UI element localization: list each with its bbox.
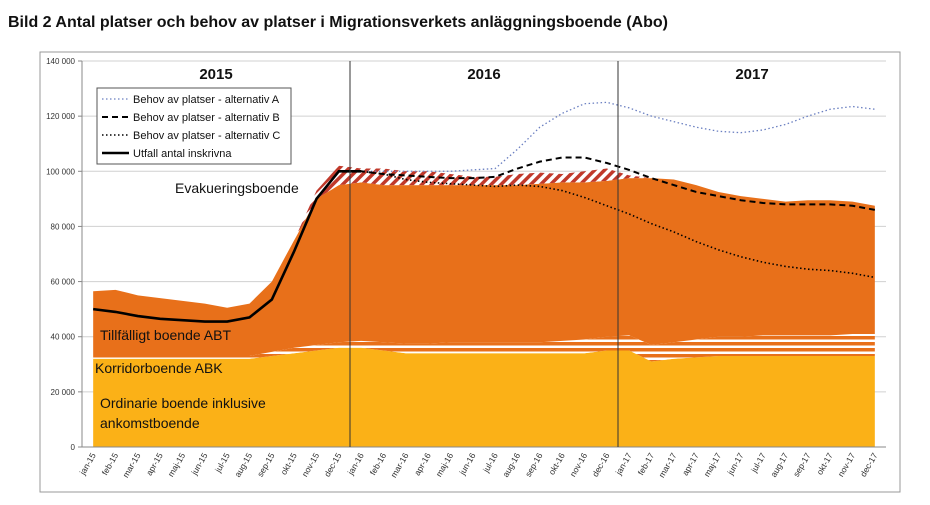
x-tick-label: jan-16 [345,451,366,478]
x-tick-label: apr-16 [412,451,433,478]
y-tick-label: 120 000 [46,112,75,121]
legend-label: Behov av platser - alternativ A [133,94,280,106]
x-tick-label: nov-17 [836,451,858,479]
legend-label: Utfall antal inskrivna [133,148,232,160]
area-label: Ordinarie boende inklusive ankomstboende [100,395,266,431]
x-tick-label: feb-17 [636,451,657,477]
x-tick-label: nov-16 [568,451,590,479]
line [93,169,362,323]
x-tick-label: jun-16 [457,451,478,478]
x-tick-label: okt-17 [814,451,835,477]
area [93,178,875,357]
area-label: Evakueringsboende [175,180,299,196]
line [338,101,875,172]
line [338,156,876,211]
x-tick-label: jan-15 [77,451,98,478]
y-tick-label: 140 000 [46,57,75,66]
x-tick-label: mar-16 [388,451,410,480]
x-tick-label: aug-15 [232,451,254,479]
x-tick-label: jul-16 [480,451,500,475]
x-tick-label: dec-16 [590,451,612,479]
x-tick-label: aug-17 [768,451,790,479]
x-tick-label: sep-16 [523,451,545,479]
chart-frame [39,51,901,493]
x-tick-label: dec-15 [322,451,344,479]
legend-box [96,87,292,165]
x-tick-label: nov-15 [300,451,322,479]
area-label: Korridorboende ABK [95,360,223,376]
legend-label: Behov av platser - alternativ C [133,130,280,142]
x-tick-label: apr-15 [144,451,165,478]
x-tick-label: jun-17 [725,451,746,478]
x-tick-label: okt-15 [278,451,299,477]
year-label: 2015 [199,66,232,83]
x-tick-label: jul-15 [212,451,232,475]
y-tick-label: 20 000 [51,388,76,397]
x-tick-label: dec-17 [858,451,880,479]
area [93,333,875,362]
x-tick-label: sep-15 [255,451,277,479]
y-tick-label: 80 000 [51,222,76,231]
x-tick-label: apr-17 [680,451,701,478]
area [93,347,875,447]
chart-title: Bild 2 Antal platser och behov av platse… [8,14,668,31]
x-tick-label: maj-16 [434,451,456,479]
y-tick-label: 0 [71,443,76,452]
x-tick-label: jun-15 [189,451,210,478]
legend-label: Behov av platser - alternativ B [133,112,280,124]
x-tick-label: jul-17 [748,451,768,475]
line [338,170,875,279]
x-tick-label: maj-17 [702,451,724,479]
x-tick-label: jan-17 [613,451,634,478]
x-tick-label: feb-15 [100,451,121,477]
y-tick-label: 60 000 [51,278,76,287]
x-tick-label: maj-15 [166,451,188,479]
y-tick-label: 40 000 [51,333,76,342]
x-tick-label: sep-17 [791,451,813,479]
x-tick-label: okt-16 [546,451,567,477]
y-tick-label: 100 000 [46,167,75,176]
x-tick-label: mar-17 [656,451,678,480]
year-label: 2017 [735,66,768,83]
area-label: Tillfälligt boende ABT [100,327,231,343]
x-tick-label: feb-16 [368,451,389,477]
x-tick-label: aug-16 [500,451,522,479]
x-tick-label: mar-15 [120,451,142,480]
year-label: 2016 [467,66,500,83]
